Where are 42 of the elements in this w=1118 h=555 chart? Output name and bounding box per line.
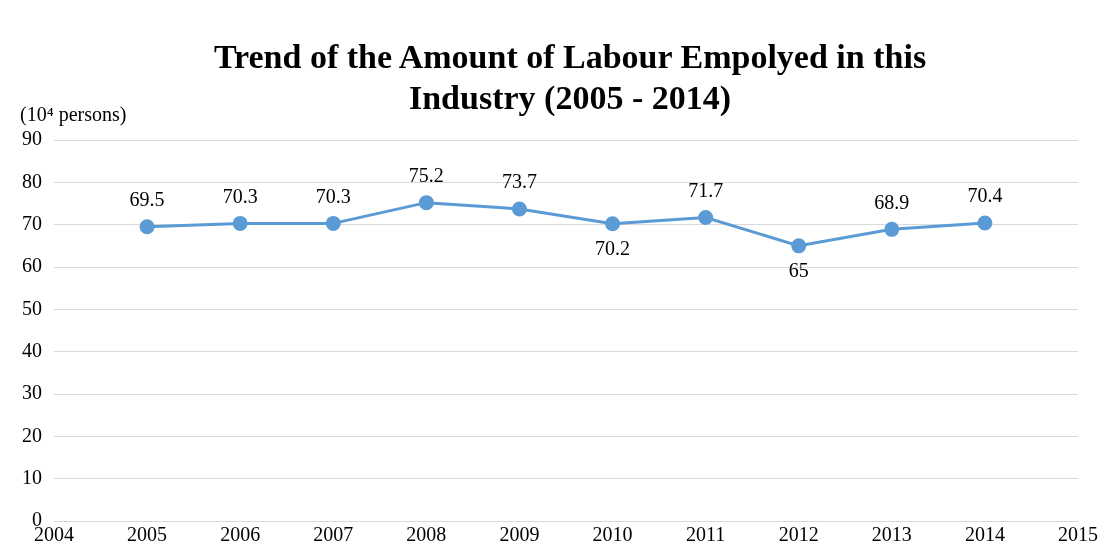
y-tick-label: 20 <box>22 423 42 446</box>
x-tick-label: 2005 <box>127 523 168 546</box>
x-tick-label: 2014 <box>964 523 1005 546</box>
x-tick-label: 2011 <box>686 523 726 546</box>
x-tick-label: 2010 <box>592 523 633 546</box>
y-tick-label: 50 <box>22 296 42 319</box>
x-tick-label: 2012 <box>778 523 819 546</box>
x-tick-label: 2009 <box>499 523 540 546</box>
point <box>605 216 621 232</box>
point <box>698 209 714 225</box>
x-tick-label: 2013 <box>871 523 912 546</box>
y-tick-label: 40 <box>22 338 42 361</box>
y-tick-label: 30 <box>22 381 42 404</box>
y-tick-label: 80 <box>22 169 42 192</box>
point <box>511 201 527 217</box>
data-label: 73.7 <box>501 170 537 193</box>
point <box>884 221 900 237</box>
y-tick-label: 60 <box>22 254 42 277</box>
y-tick-label: 70 <box>22 211 42 234</box>
data-label: 75.2 <box>408 163 444 186</box>
point <box>418 195 434 211</box>
x-tick-label: 2007 <box>313 523 354 546</box>
data-label: 71.7 <box>688 178 724 201</box>
data-label: 70.3 <box>222 184 258 207</box>
data-label: 68.9 <box>874 190 910 213</box>
point <box>232 215 248 231</box>
point <box>325 215 341 231</box>
data-label: 69.5 <box>129 188 165 211</box>
y-tick-label: 10 <box>22 465 42 488</box>
point <box>791 238 807 254</box>
x-tick-label: 2015 <box>1058 523 1098 546</box>
data-label: 70.4 <box>967 184 1003 207</box>
point <box>977 215 993 231</box>
y-axis-title: (10⁴ persons) <box>20 103 127 126</box>
y-tick-label: 90 <box>22 127 42 150</box>
chart-title: Trend of the Amount of Labour Empolyed in this Industry (2005 - 2014) <box>212 37 928 118</box>
data-label: 70.2 <box>595 237 631 260</box>
data-label: 65 <box>788 259 809 282</box>
data-label: 70.3 <box>315 184 351 207</box>
x-tick-label: 2006 <box>220 523 261 546</box>
point <box>139 219 155 235</box>
x-tick-label: 2008 <box>406 523 447 546</box>
